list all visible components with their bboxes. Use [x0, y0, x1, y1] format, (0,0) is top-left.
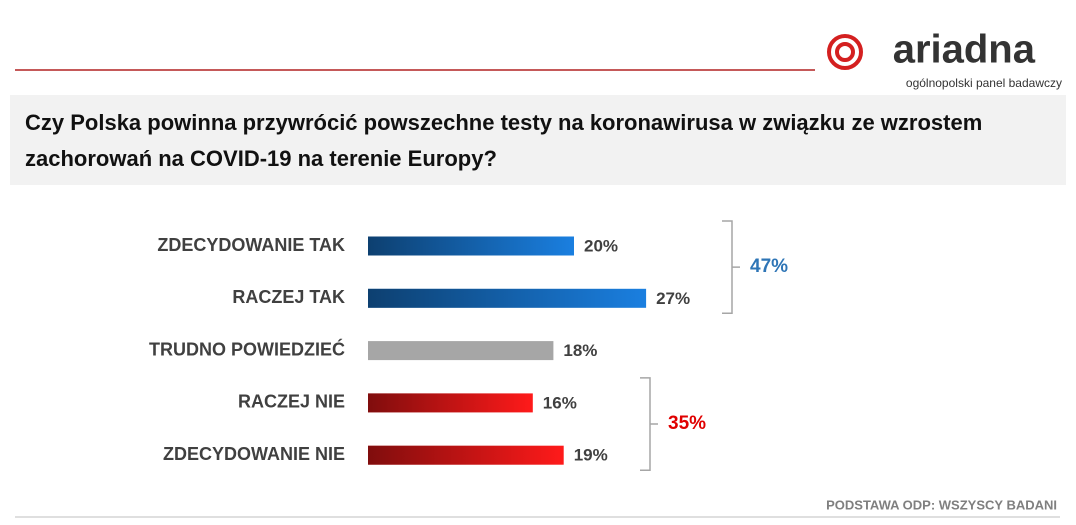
category-label: TRUDNO POWIEDZIEĆ — [149, 338, 345, 359]
value-label: 27% — [656, 289, 690, 308]
bracket — [640, 377, 658, 471]
value-label: 19% — [574, 446, 608, 465]
category-label: ZDECYDOWANIE TAK — [157, 235, 345, 255]
bar-shade — [368, 393, 533, 413]
chart-title: Czy Polska powinna przywrócić powszechne… — [25, 110, 983, 171]
category-label: ZDECYDOWANIE NIE — [163, 444, 345, 464]
value-label: 18% — [563, 341, 597, 360]
tagline: ogólnopolski panel badawczy — [906, 76, 1062, 90]
footnote: PODSTAWA ODP: WSZYSCY BADANI — [826, 497, 1057, 512]
group-total: 47% — [750, 256, 788, 277]
bar-shade — [368, 445, 564, 465]
title-box — [10, 95, 1066, 185]
bar-shade — [368, 288, 647, 308]
logo: ariadna — [893, 28, 1036, 72]
value-label: 16% — [543, 393, 577, 412]
bar-shade — [368, 236, 574, 256]
bracket — [722, 220, 740, 315]
category-label: RACZEJ TAK — [232, 287, 345, 307]
bar — [368, 341, 554, 361]
value-label: 20% — [584, 236, 618, 255]
group-total: 35% — [668, 413, 706, 434]
category-label: RACZEJ NIE — [238, 392, 345, 412]
logo-icon — [827, 34, 863, 70]
title-wrap: Czy Polska powinna przywrócić powszechne… — [25, 110, 983, 171]
